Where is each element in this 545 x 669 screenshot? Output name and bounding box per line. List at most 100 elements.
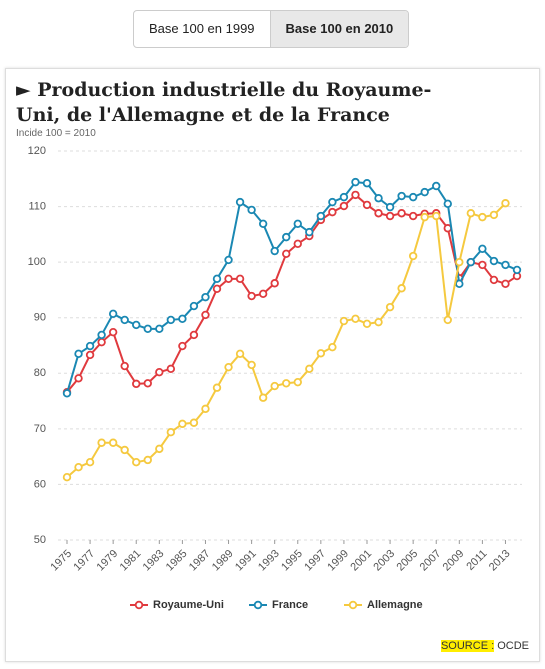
x-tick-label: 2005 (395, 548, 421, 574)
x-tick-label: 1977 (71, 548, 97, 574)
point (201, 404, 210, 414)
point (235, 349, 245, 359)
source-name: OCDE (497, 640, 529, 652)
source-label: SOURCE : (440, 640, 495, 652)
point (420, 212, 429, 222)
point (74, 349, 83, 359)
x-tick-label: 1995 (279, 548, 305, 574)
point (397, 209, 406, 218)
point (108, 438, 118, 447)
x-tick-label: 1985 (164, 548, 190, 574)
point (362, 319, 372, 329)
source: SOURCE : OCDE (440, 640, 529, 652)
point (108, 327, 118, 337)
point (408, 192, 418, 202)
chart-title: ► Production industrielle du Royaume-Uni… (16, 79, 432, 126)
x-tick-label: 1979 (95, 548, 121, 574)
point (155, 367, 164, 377)
point (143, 379, 152, 388)
point (478, 244, 487, 254)
point (212, 274, 222, 284)
point (432, 181, 441, 191)
point (489, 256, 499, 266)
point (443, 199, 452, 208)
legend-marker (134, 600, 144, 610)
point (385, 211, 395, 221)
point (339, 316, 349, 326)
button[interactable]: Base 100 en 1999 (149, 21, 255, 36)
point (74, 374, 83, 383)
point (374, 194, 383, 203)
point (74, 463, 83, 472)
point (351, 190, 360, 200)
point (501, 260, 510, 270)
point (212, 383, 222, 392)
x-tick-label: 1993 (256, 548, 282, 574)
point (305, 364, 314, 374)
point (351, 177, 360, 187)
point (374, 209, 383, 218)
point (178, 419, 187, 429)
point (201, 310, 210, 320)
x-tick-label: 1991 (233, 548, 259, 574)
point (339, 201, 349, 211)
point (362, 200, 372, 210)
point (108, 309, 118, 319)
x-tick-label: 2009 (441, 548, 467, 574)
point (85, 350, 95, 360)
point (178, 341, 187, 351)
point (143, 324, 152, 334)
point (235, 197, 245, 207)
point (258, 289, 268, 299)
x-tick-label: 1975 (48, 548, 74, 574)
point (166, 315, 176, 325)
point (178, 314, 187, 324)
point (455, 257, 464, 267)
point (189, 330, 199, 340)
point (397, 284, 406, 293)
point (97, 337, 106, 347)
point (293, 377, 302, 387)
x-tick-label: 2007 (418, 548, 444, 574)
legend-marker (253, 600, 263, 610)
point (85, 341, 95, 351)
point (166, 427, 176, 437)
point (501, 199, 510, 208)
point (420, 187, 429, 197)
x-tick-label: 1987 (187, 548, 213, 574)
point (293, 219, 302, 228)
point (62, 389, 72, 398)
point (282, 232, 291, 242)
point (328, 207, 337, 217)
point (351, 314, 360, 324)
point (270, 279, 279, 288)
point (385, 302, 395, 312)
point (155, 444, 164, 454)
point (466, 257, 476, 267)
point (201, 292, 210, 302)
x-tick-label: 1981 (118, 548, 144, 574)
point (247, 291, 256, 301)
point (385, 202, 395, 212)
point (143, 455, 152, 465)
point (282, 249, 291, 259)
legend-label: Allemagne (367, 599, 423, 611)
point (408, 251, 418, 261)
point (443, 315, 452, 325)
point (224, 362, 233, 372)
chart-box (5, 68, 540, 662)
point (270, 381, 279, 391)
point (224, 255, 233, 265)
series-line (66, 202, 507, 478)
point (258, 219, 268, 228)
x-tick-label: 1999 (325, 548, 351, 574)
point (120, 361, 129, 371)
point (132, 379, 141, 389)
y-tick-label: 70 (34, 423, 46, 435)
point (282, 379, 291, 388)
y-tick-label: 50 (34, 534, 46, 546)
series-line (66, 181, 518, 394)
button[interactable]: Base 100 en 2010 (269, 11, 409, 47)
x-tick-label: 1997 (302, 548, 328, 574)
